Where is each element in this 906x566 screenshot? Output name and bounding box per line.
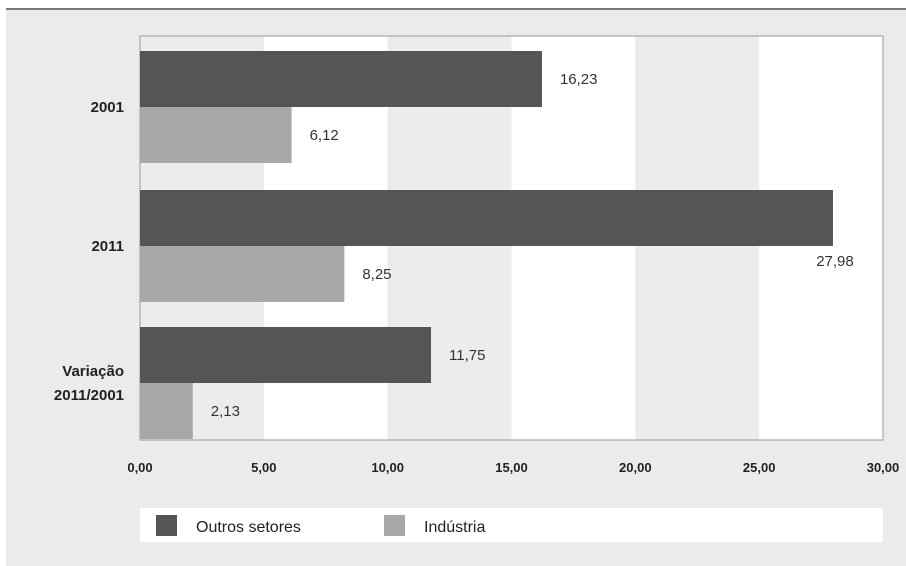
category-label: Variação <box>62 363 124 380</box>
bar-outros-setores <box>140 51 542 107</box>
data-label: 11,75 <box>449 347 485 364</box>
x-tick-label: 30,00 <box>867 460 900 475</box>
x-tick-label: 25,00 <box>743 460 776 475</box>
category-label: 2011 <box>91 238 124 255</box>
bar-industria <box>140 383 193 439</box>
legend-label: Indústria <box>424 519 485 536</box>
legend-swatch <box>384 515 405 536</box>
bar-industria <box>140 246 345 302</box>
bars-group <box>140 51 833 439</box>
x-tick-label: 10,00 <box>371 460 404 475</box>
bar-outros-setores <box>140 327 432 383</box>
data-label: 16,23 <box>560 71 598 88</box>
data-label: 6,12 <box>310 127 339 144</box>
x-tick-label: 20,00 <box>619 460 652 475</box>
category-labels-group: 2001 2011 Variação 2011/2001 <box>54 99 124 404</box>
legend-box <box>140 508 883 542</box>
legend-swatch <box>156 515 177 536</box>
data-label: 2,13 <box>211 403 240 420</box>
data-labels-group: 16,23 6,12 27,98 8,25 11,75 2,13 <box>211 71 854 420</box>
data-label: 27,98 <box>816 253 854 270</box>
bar-industria <box>140 107 292 163</box>
x-tick-label: 15,00 <box>495 460 528 475</box>
bar-chart: 16,23 6,12 27,98 8,25 11,75 2,13 2001 2011 Vari… <box>54 35 899 542</box>
x-axis-ticks-group: 0,00 5,00 10,00 15,00 20,00 25,00 30,00 <box>127 460 899 475</box>
data-label: 8,25 <box>362 266 391 283</box>
legend: Outros setores Indústria <box>140 508 883 542</box>
bar-outros-setores <box>140 190 833 246</box>
chart-frame: 16,23 6,12 27,98 8,25 11,75 2,13 2001 2011 Vari… <box>6 8 906 566</box>
category-label: 2011/2001 <box>54 387 124 404</box>
x-tick-label: 0,00 <box>127 460 152 475</box>
legend-label: Outros setores <box>196 519 301 536</box>
x-tick-label: 5,00 <box>251 460 276 475</box>
category-label: 2001 <box>91 99 124 116</box>
